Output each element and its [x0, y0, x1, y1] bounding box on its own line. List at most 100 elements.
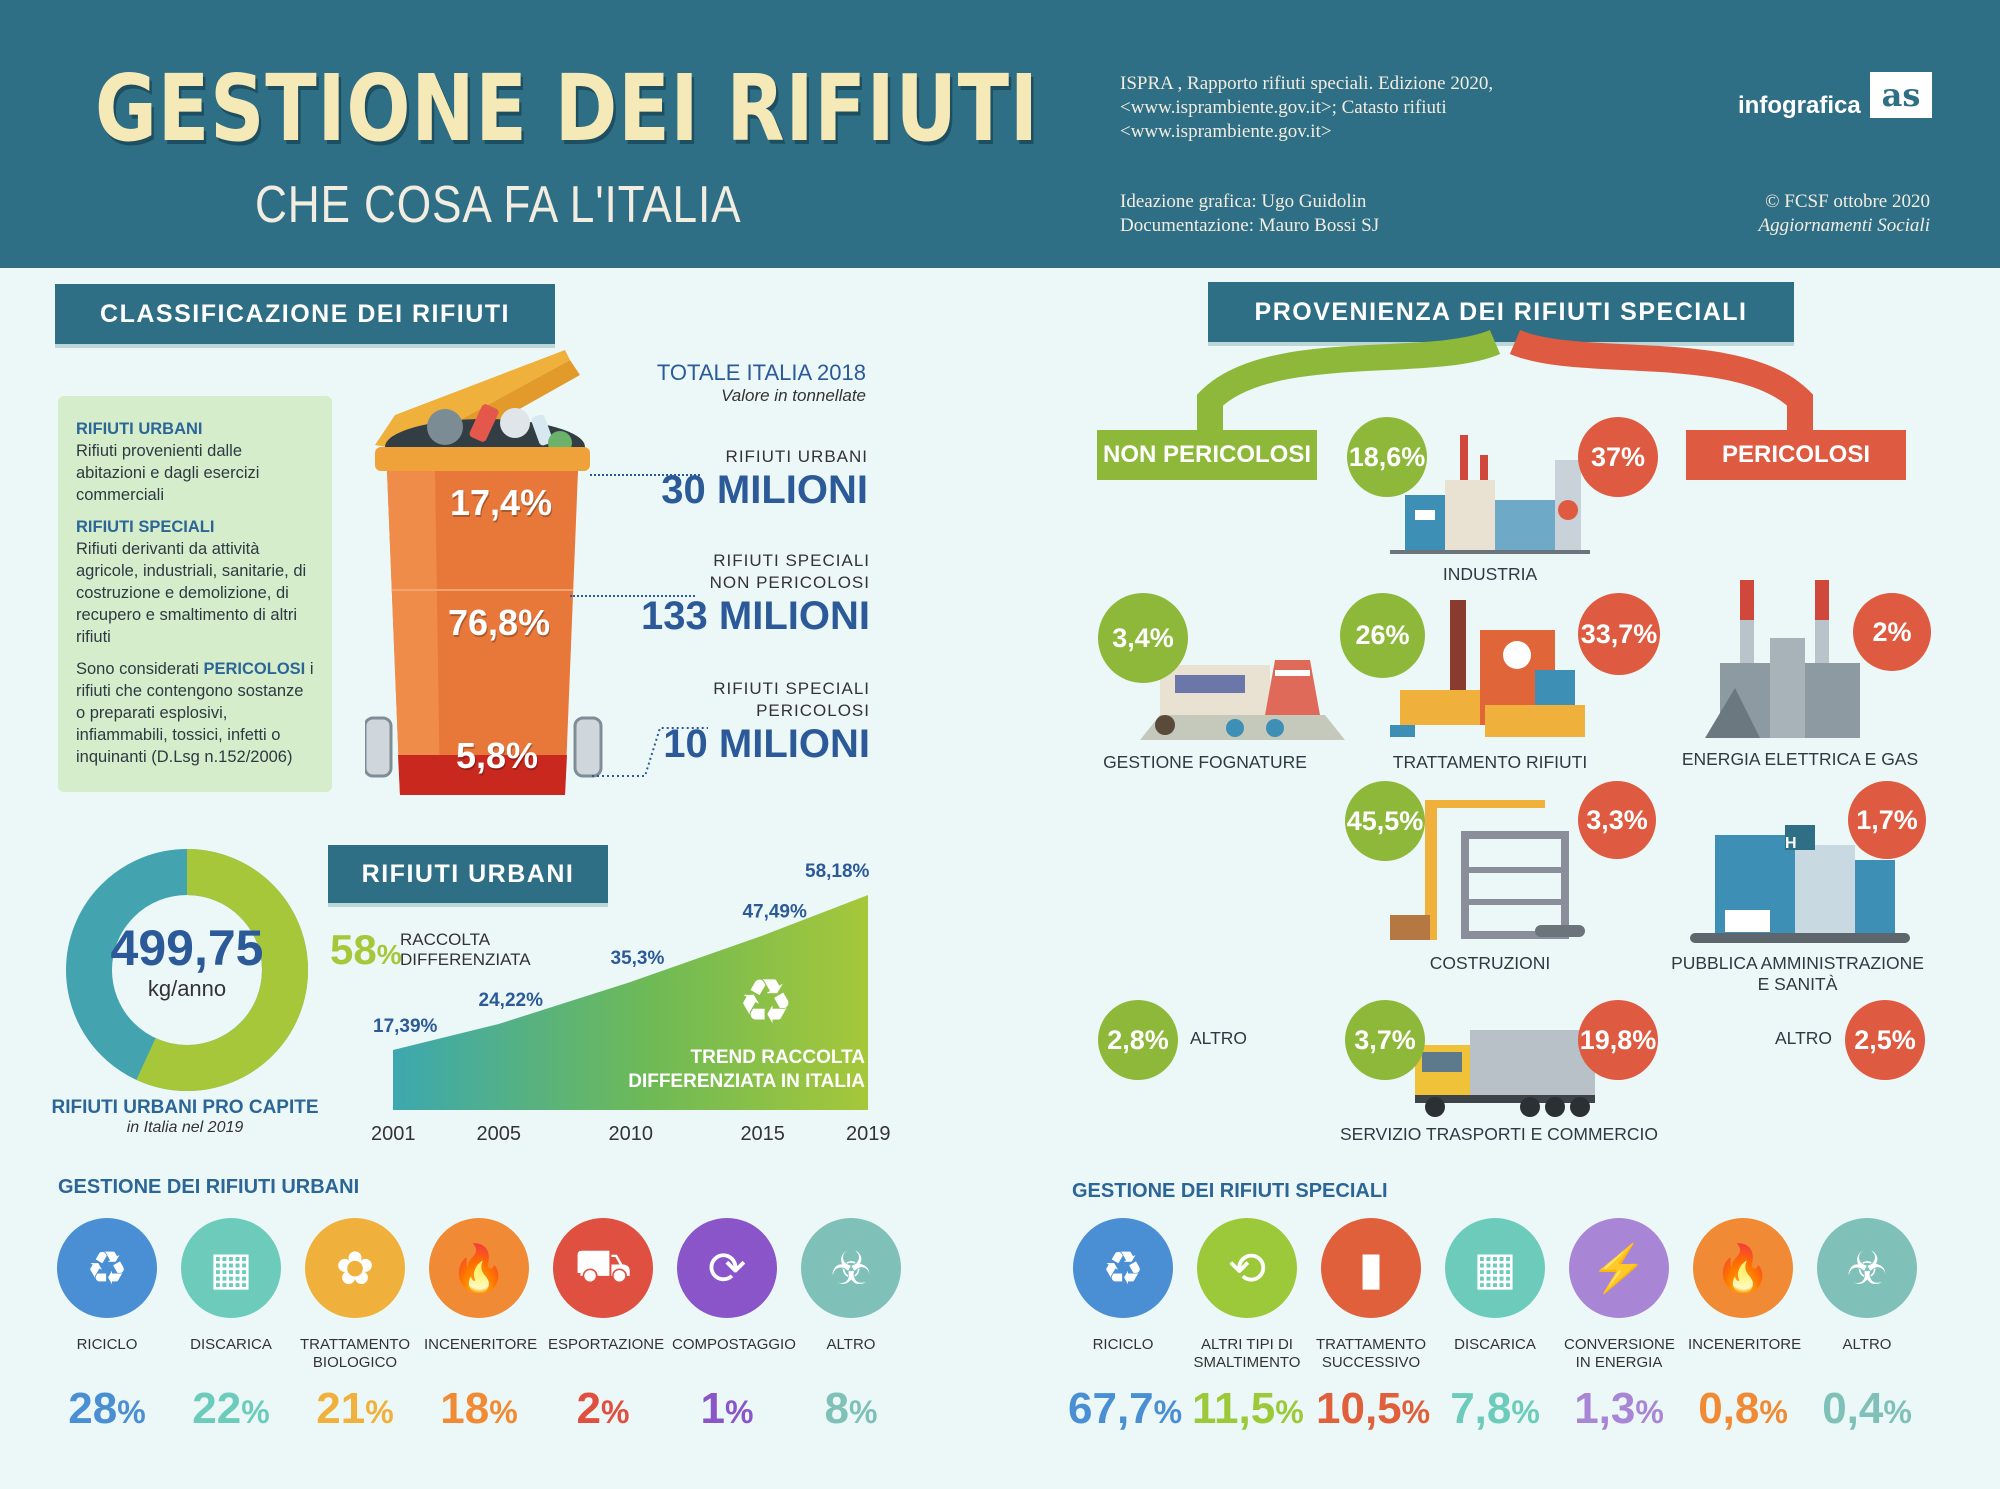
total-speciali-np: RIFIUTI SPECIALI NON PERICOLOSI 133 MILI… [600, 550, 870, 639]
hospital-sign: H [1785, 835, 1797, 852]
urbani-def-title: RIFIUTI URBANI [76, 420, 203, 438]
mgmt-item: 🔥 INCENERITORE 0,8% [1688, 1218, 1801, 1434]
trend-year-label: 2001 [371, 1123, 416, 1145]
mgmt-item: ☣ ALTRO 8% [796, 1218, 906, 1434]
classification-banner: CLASSIFICAZIONE DEI RIFIUTI [55, 284, 555, 344]
total-speciali-np-value: 133 MILIONI [641, 594, 870, 638]
power-plant-illustration [1705, 580, 1860, 738]
mgmt-item: ✿ TRATTAMENTO BIOLOGICO 21% [300, 1218, 410, 1434]
total-urbani-label: RIFIUTI URBANI [725, 447, 868, 466]
mgmt-pct: 28% [68, 1384, 146, 1433]
differenziata-pct: 58 [330, 926, 377, 973]
total-speciali-np-label-1: RIFIUTI SPECIALI [713, 551, 870, 570]
mgmt-label: RICICLO [76, 1336, 138, 1353]
mgmt-item: ▦ DISCARICA 7,8% [1440, 1218, 1550, 1434]
differenziata-label: RACCOLTA DIFFERENZIATA [400, 930, 531, 969]
mgmt-label: ALTRO [826, 1336, 876, 1353]
mgmt-label: TRATTAMENTO BIOLOGICO [300, 1336, 410, 1371]
procapite-subtitle: in Italia nel 2019 [126, 1119, 244, 1136]
mgmt-item: ⟲ ALTRI TIPI DI SMALTIMENTO 11,5% [1192, 1218, 1304, 1434]
mgmt-pct: 7,8% [1450, 1384, 1540, 1433]
mgmt-label: ALTRI TIPI DI SMALTIMENTO [1193, 1336, 1301, 1371]
box-cycle-icon: ⟲ [1197, 1218, 1297, 1318]
recycle-icon: ♻ [57, 1218, 157, 1318]
hospital-illustration [1690, 825, 1910, 943]
total-urbani: RIFIUTI URBANI 30 MILIONI [600, 446, 868, 513]
mgmt-pct: 67,7% [1068, 1384, 1183, 1433]
trend-value-label: 58,18% [805, 861, 870, 882]
mgmt-pct: 1,3% [1574, 1384, 1664, 1433]
mgmt-label: INCENERITORE [424, 1336, 538, 1353]
mgmt-pct: 10,5% [1316, 1384, 1431, 1433]
mgmt-item: ▮ TRATTAMENTO SUCCESSIVO 10,5% [1316, 1218, 1431, 1434]
industria-p-bubble: 37% [1578, 417, 1658, 497]
pericolosi-def: Sono considerati PERICOLOSI i rifiuti ch… [76, 660, 314, 766]
trasporti-p-bubble: 19,8% [1578, 1000, 1658, 1080]
total-speciali-p-label-2: PERICOLOSI [756, 701, 870, 720]
mgmt-item: ☣ ALTRO 0,4% [1812, 1218, 1922, 1434]
bin-wheel-left [365, 716, 393, 778]
pericolosi-keyword: PERICOLOSI [203, 660, 306, 678]
mgmt-label: RICICLO [1092, 1336, 1154, 1353]
altro-p-bubble: 2,5% [1845, 1000, 1925, 1080]
mgmt-pct: 18% [440, 1384, 518, 1433]
source-line-1: ISPRA , Rapporto rifiuti speciali. Edizi… [1120, 73, 1494, 94]
fognature-np-bubble: 3,4% [1098, 593, 1188, 683]
tag-non-pericolosi: NON PERICOLOSI [1097, 430, 1317, 480]
leader-line [570, 595, 695, 597]
trend-value-label: 24,22% [479, 990, 544, 1011]
bin-bottom [398, 755, 567, 795]
procapite-value-block: 499,75 kg/anno [62, 920, 312, 1002]
leader-line [592, 727, 708, 777]
provenienza-branches [1197, 330, 1813, 440]
total-speciali-p-value: 10 MILIONI [663, 722, 870, 766]
factory-icon: ▦ [1445, 1218, 1545, 1318]
trend-year-label: 2015 [740, 1123, 785, 1145]
logo-mark: as [1870, 72, 1932, 118]
industria-np-bubble: 18,6% [1347, 417, 1427, 497]
costruzioni-label: COSTRUZIONI [1429, 953, 1551, 973]
mgmt-item: ♻ RICICLO 67,7% [1068, 1218, 1183, 1434]
bin-share-speciali-np: 76,8% [448, 602, 551, 643]
total-speciali-p-label-1: RIFIUTI SPECIALI [713, 679, 870, 698]
trattamento-np-bubble: 26% [1340, 593, 1425, 678]
mgmt-label: TRATTAMENTO SUCCESSIVO [1316, 1336, 1426, 1371]
mgmt-item: ▦ DISCARICA 22% [176, 1218, 286, 1434]
mgmt-item: ⚡ CONVERSIONE IN ENERGIA 1,3% [1564, 1218, 1675, 1434]
mgmt-pct: 0,8% [1698, 1384, 1788, 1433]
mgmt-label: ALTRO [1842, 1336, 1892, 1353]
procapite-donut [66, 849, 309, 1091]
tag-pericolosi: PERICOLOSI [1686, 430, 1906, 480]
energia-p-bubble: 2% [1853, 593, 1931, 671]
trend-area-chart: 17,39% 24,22% 35,3% 47,49% 58,18% 2001 2005 201… [371, 861, 891, 1145]
altro-np-label: ALTRO [1190, 1028, 1248, 1048]
trattamento-label: TRATTAMENTO RIFIUTI [1392, 752, 1588, 772]
trend-area [393, 895, 868, 1110]
urbani-banner: RIFIUTI URBANI [328, 845, 608, 903]
credit-design: Ideazione grafica: Ugo Guidolin [1120, 191, 1367, 212]
waste-bin-illustration [365, 350, 603, 795]
energia-label: ENERGIA ELETTRICA E GAS [1681, 749, 1919, 769]
bin-share-speciali-p: 5,8% [456, 735, 539, 776]
mgmt-pct: 1% [700, 1384, 754, 1433]
compost-icon: ⟳ [677, 1218, 777, 1318]
provenienza-banner: PROVENIENZA DEI RIFIUTI SPECIALI [1208, 282, 1794, 342]
urbani-def-text: Rifiuti provenienti dalle abitazioni e d… [76, 442, 260, 504]
donut-ring-green [136, 849, 309, 1091]
trend-recycle-icon: ♻ [738, 968, 794, 1037]
flame-icon: 🔥 [1693, 1218, 1793, 1318]
totals-title: TOTALE ITALIA 2018 [656, 360, 866, 385]
mgmt-label: ESPORTAZIONE [548, 1336, 665, 1353]
gestione-urbani-title: GESTIONE DEI RIFIUTI URBANI [58, 1176, 360, 1198]
copyright: © FCSF ottobre 2020 [1765, 191, 1930, 212]
mgmt-label: CONVERSIONE IN ENERGIA [1564, 1336, 1675, 1371]
pubblica-p-bubble: 1,7% [1848, 781, 1926, 859]
recycle-icon: ♻ [1073, 1218, 1173, 1318]
gestione-speciali-title: GESTIONE DEI RIFIUTI SPECIALI [1072, 1180, 1388, 1202]
factory-icon: ▦ [181, 1218, 281, 1318]
sewer-illustration [1140, 660, 1345, 740]
branch-non-pericolosi [1197, 330, 1501, 440]
totals-header: TOTALE ITALIA 2018 Valore in tonnellate [600, 360, 866, 406]
mgmt-item: ⛟ ESPORTAZIONE 2% [548, 1218, 665, 1434]
organic-icon: ✿ [305, 1218, 405, 1318]
